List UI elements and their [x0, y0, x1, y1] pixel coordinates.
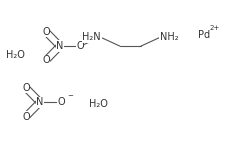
Text: N: N [56, 41, 64, 51]
Text: O: O [22, 112, 30, 122]
Text: H₂O: H₂O [89, 99, 108, 109]
Text: H₂O: H₂O [6, 50, 25, 60]
Text: O: O [57, 97, 65, 107]
Text: H₂N: H₂N [82, 32, 101, 42]
Text: O: O [22, 83, 30, 93]
Text: 2+: 2+ [209, 25, 219, 31]
Text: NH₂: NH₂ [160, 32, 178, 42]
Text: N: N [36, 97, 44, 107]
Text: Pd: Pd [198, 30, 211, 40]
Text: O: O [42, 55, 50, 66]
Text: O: O [76, 41, 84, 51]
Text: O: O [42, 27, 50, 37]
Text: −: − [67, 93, 73, 99]
